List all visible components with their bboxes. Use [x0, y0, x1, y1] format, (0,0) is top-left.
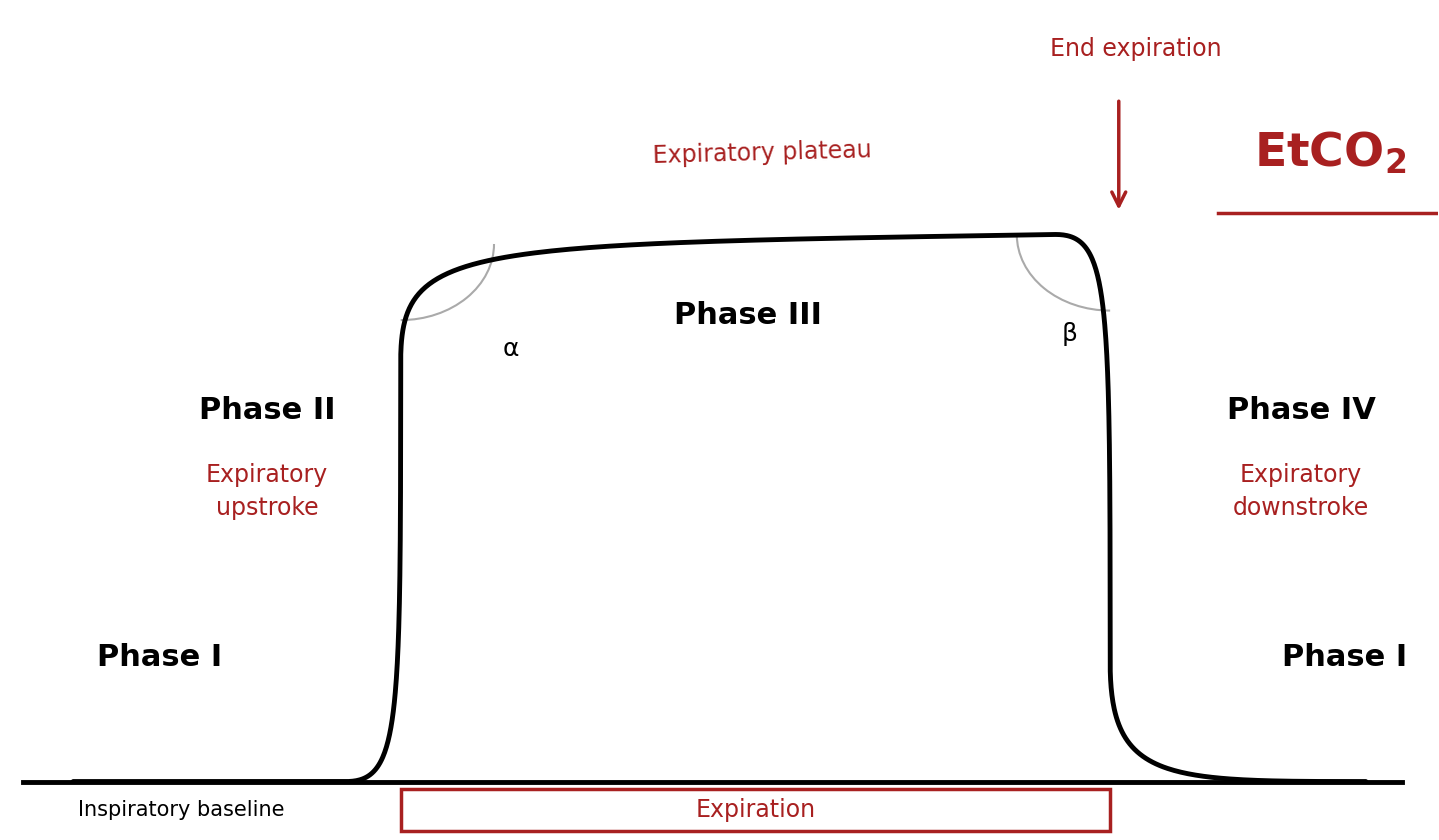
Text: End expiration: End expiration	[1050, 37, 1222, 61]
Text: α: α	[504, 337, 519, 360]
Text: Phase II: Phase II	[199, 396, 335, 425]
Text: Expiratory
upstroke: Expiratory upstroke	[206, 463, 328, 520]
Text: $\mathbf{EtCO_2}$: $\mathbf{EtCO_2}$	[1253, 130, 1406, 177]
Text: Phase I: Phase I	[1282, 643, 1407, 672]
Text: β: β	[1062, 323, 1078, 346]
Text: Inspiratory baseline: Inspiratory baseline	[78, 800, 283, 820]
Text: Phase IV: Phase IV	[1226, 396, 1376, 425]
Text: Expiratory plateau: Expiratory plateau	[653, 139, 872, 169]
Text: Phase I: Phase I	[96, 643, 222, 672]
Text: Phase III: Phase III	[675, 301, 822, 330]
Text: Expiratory
downstroke: Expiratory downstroke	[1233, 463, 1370, 520]
Text: Expiration: Expiration	[695, 798, 816, 822]
